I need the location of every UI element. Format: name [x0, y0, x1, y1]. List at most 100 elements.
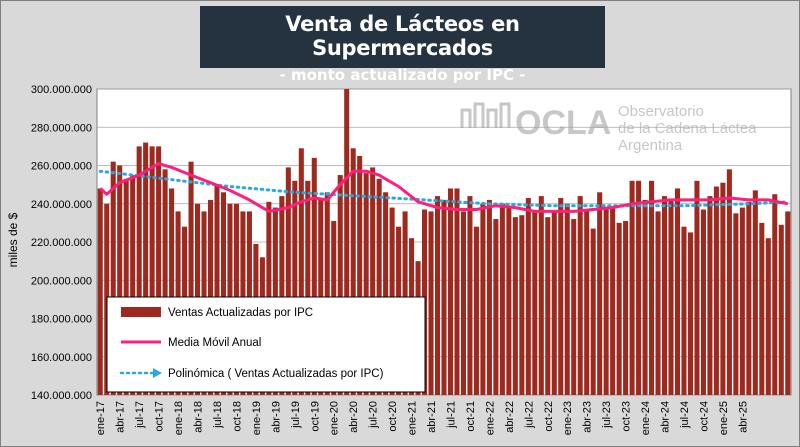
- bar: [778, 224, 784, 395]
- y-tick-label: 240.000.000: [31, 199, 92, 211]
- logo-wordmark: OCLA: [515, 104, 611, 142]
- legend-label-bars: Ventas Actualizadas por IPC: [168, 307, 313, 319]
- bar: [642, 199, 648, 395]
- bar: [143, 142, 149, 395]
- bar: [629, 180, 635, 395]
- x-tick-label: ene-18: [173, 401, 185, 435]
- y-axis-label: miles de $: [6, 212, 20, 267]
- bar: [473, 226, 479, 395]
- bar: [759, 222, 765, 395]
- bar: [324, 192, 330, 395]
- bar: [752, 190, 758, 395]
- bar: [188, 161, 194, 395]
- bar: [746, 201, 752, 395]
- bar: [649, 180, 655, 395]
- y-tick-label: 220.000.000: [31, 237, 92, 249]
- x-tick-label: oct-21: [465, 401, 477, 432]
- y-tick-label: 180.000.000: [31, 314, 92, 326]
- x-axis-ticks: ene-17 abr-17 jul-17 oct-17 ene-18 abr-18 jul-…: [95, 401, 749, 435]
- bar: [525, 198, 531, 395]
- bar: [687, 232, 693, 395]
- bar: [636, 180, 642, 395]
- bar: [447, 188, 454, 395]
- bar: [655, 211, 661, 395]
- chart-title: Venta de Lácteos en Supermercados: [285, 12, 520, 60]
- bar: [785, 211, 791, 395]
- x-tick-label: oct-17: [154, 401, 166, 432]
- x-tick-label: ene-22: [484, 401, 496, 435]
- bar: [506, 207, 512, 395]
- bar: [136, 146, 142, 395]
- y-tick-label: 280.000.000: [31, 122, 92, 134]
- bar: [350, 148, 356, 395]
- x-tick-label: abr-24: [660, 401, 672, 433]
- legend-swatch-bars: [121, 307, 161, 317]
- bar: [467, 196, 473, 395]
- bar: [130, 175, 136, 395]
- bar: [577, 196, 583, 395]
- moving-average-line: [99, 162, 789, 213]
- x-tick-label: ene-23: [562, 401, 574, 435]
- bar: [616, 222, 622, 395]
- bar: [674, 188, 681, 395]
- bar: [590, 228, 596, 395]
- bar: [668, 199, 674, 395]
- bar: [117, 165, 123, 395]
- bar: [700, 209, 706, 395]
- bar: [337, 175, 343, 395]
- bar: [441, 199, 447, 395]
- legend-trend-arrow: [153, 368, 162, 378]
- x-tick-label: oct-20: [387, 401, 399, 432]
- bar: [681, 226, 687, 395]
- x-tick-label: jul-24: [679, 401, 691, 429]
- bar: [214, 184, 220, 395]
- bar: [733, 213, 739, 395]
- x-tick-label: oct-22: [543, 401, 555, 432]
- bar: [428, 211, 434, 395]
- bar: [363, 173, 369, 395]
- x-tick-label: ene-19: [251, 401, 263, 435]
- bar: [772, 194, 778, 395]
- x-tick-label: jul-22: [523, 401, 535, 429]
- x-tick-label: abr-19: [270, 401, 282, 433]
- x-tick-label: jul-19: [290, 401, 302, 429]
- chart-subtitle: - monto actualizado por IPC -: [279, 66, 526, 84]
- bar: [739, 207, 745, 395]
- bar: [545, 217, 551, 395]
- bar: [97, 188, 103, 395]
- bar: [480, 203, 486, 395]
- bar: [597, 192, 603, 395]
- x-tick-label: jul-18: [212, 401, 224, 429]
- x-tick-label: oct-23: [621, 401, 633, 432]
- bar: [551, 211, 557, 395]
- x-tick-label: jul-17: [134, 401, 146, 429]
- bar: [571, 219, 577, 395]
- ocla-logo: OCLA Observatorio de la Cadena Láctea Ar…: [460, 102, 757, 154]
- bar: [720, 182, 726, 395]
- x-tick-label: abr-20: [348, 401, 360, 433]
- bar: [305, 180, 311, 395]
- bar: [285, 167, 291, 395]
- moving-average-series: [99, 162, 789, 213]
- bar: [538, 196, 544, 395]
- bar: [694, 180, 700, 395]
- bar: [713, 186, 719, 395]
- bar: [454, 188, 460, 395]
- x-tick-label: abr-25: [737, 401, 749, 433]
- x-tick-label: oct-18: [231, 401, 243, 432]
- bar: [707, 196, 713, 395]
- legend-label-moving-average: Media Móvil Anual: [168, 337, 261, 349]
- bar: [726, 169, 732, 395]
- legend-label-trend: Polinómica ( Ventas Actualizadas por IPC…: [168, 368, 384, 380]
- x-tick-label: ene-25: [718, 401, 730, 435]
- x-tick-label: ene-21: [407, 401, 419, 435]
- bar: [603, 207, 609, 395]
- bar: [610, 207, 616, 395]
- bar: [512, 217, 518, 395]
- x-tick-label: oct-19: [309, 401, 321, 432]
- bar: [493, 219, 499, 395]
- x-tick-label: jul-23: [601, 401, 613, 429]
- title-banner: Venta de Lácteos en Supermercados - mont…: [200, 6, 605, 84]
- y-tick-label: 260.000.000: [31, 161, 92, 173]
- bar: [376, 178, 382, 395]
